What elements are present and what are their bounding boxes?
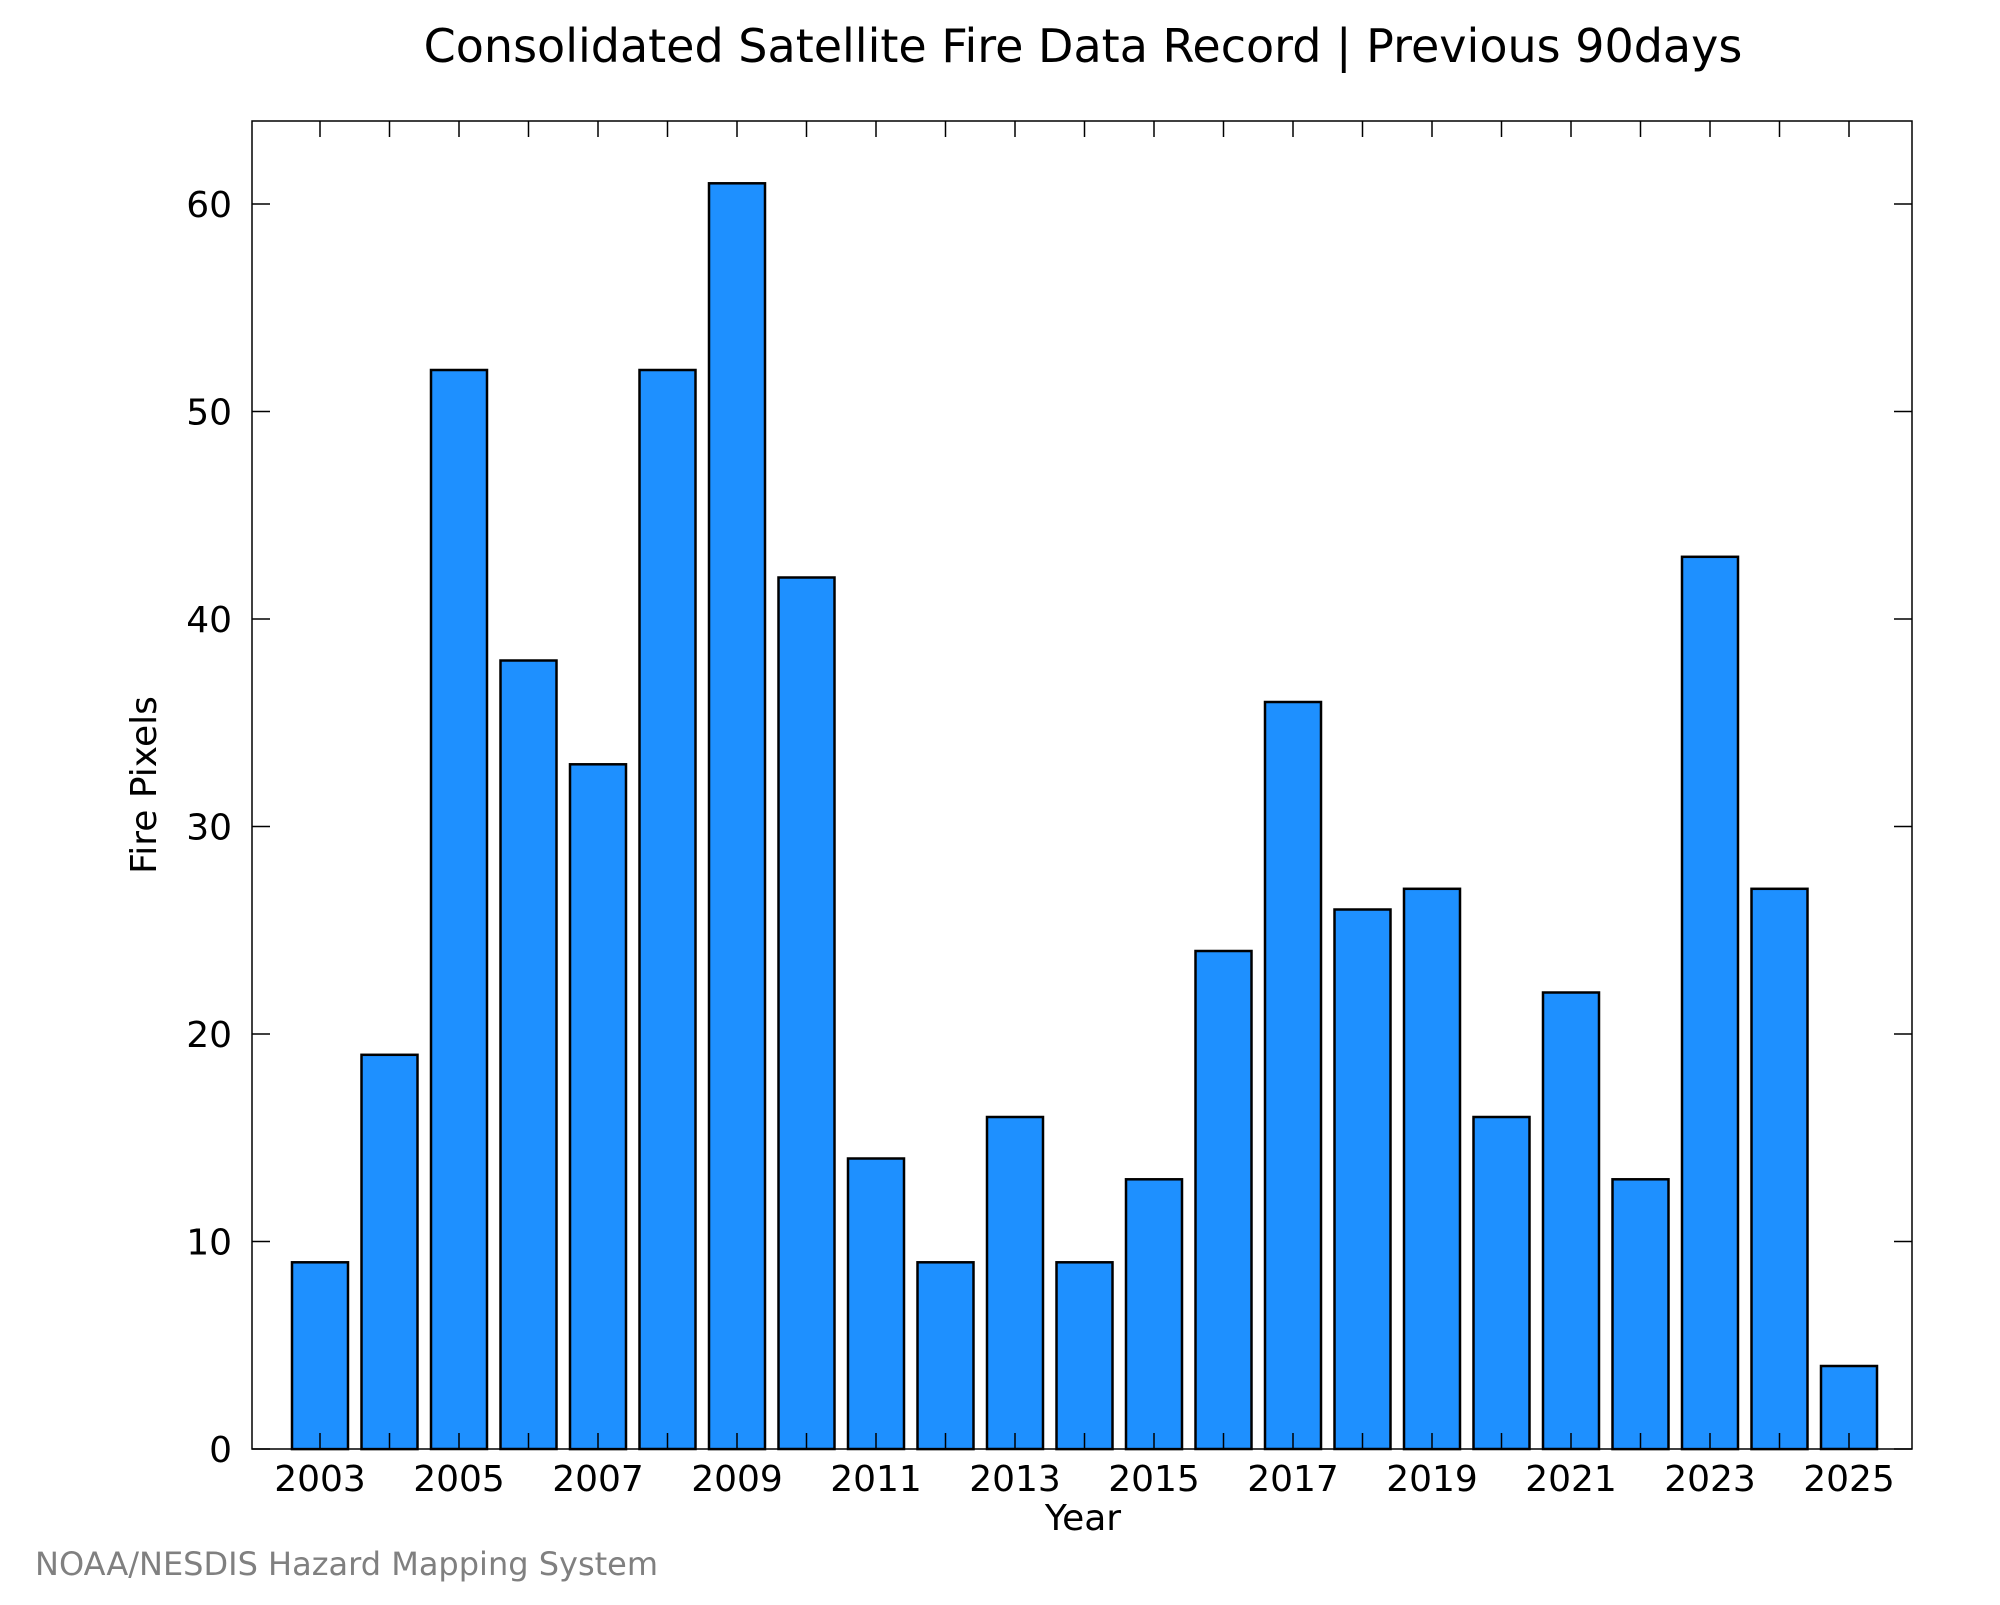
y-tick-label: 10 [186, 1223, 232, 1264]
bar-2014 [1055, 1261, 1114, 1451]
bar-2018 [1333, 908, 1392, 1451]
bars-layer [290, 182, 1879, 1451]
chart-title: Consolidated Satellite Fire Data Record … [424, 19, 1743, 74]
x-tick-label: 2011 [830, 1459, 922, 1500]
x-axis-label: Year [1044, 1498, 1121, 1539]
bar-2024 [1750, 887, 1809, 1451]
x-tick-label: 2013 [969, 1459, 1061, 1500]
y-tick-label: 50 [186, 393, 232, 434]
x-tick-label: 2023 [1664, 1459, 1756, 1500]
bar-2013 [985, 1115, 1045, 1451]
bar-2020 [1472, 1115, 1531, 1451]
x-tick-label: 2009 [691, 1459, 783, 1500]
bar-2017 [1263, 700, 1323, 1451]
credit-text: NOAA/NESDIS Hazard Mapping System [35, 1545, 658, 1583]
tick-labels-layer: 2003 2005 2007 2009 2011 2013 2015 2017 2019 2021… [186, 185, 1895, 1500]
y-tick-label: 0 [209, 1430, 232, 1471]
bar-2012 [916, 1261, 975, 1451]
x-tick-label: 2007 [552, 1459, 644, 1500]
x-tick-label: 2017 [1247, 1459, 1339, 1500]
bar-2005 [429, 368, 489, 1451]
bar-2023 [1680, 555, 1740, 1451]
x-tick-label: 2019 [1386, 1459, 1478, 1500]
bar-2011 [846, 1157, 906, 1451]
bar-2003 [290, 1261, 350, 1451]
x-tick-label: 2015 [1108, 1459, 1200, 1500]
y-tick-label: 30 [186, 808, 232, 849]
bar-2021 [1541, 991, 1601, 1451]
bar-2016 [1194, 949, 1253, 1451]
plot-frame [251, 120, 1913, 1450]
bar-2008 [638, 368, 697, 1451]
bar-2006 [499, 659, 558, 1451]
y-tick-label: 20 [186, 1015, 232, 1056]
bar-2004 [360, 1053, 419, 1451]
bar-2009 [707, 182, 767, 1451]
x-tick-label: 2025 [1803, 1459, 1895, 1500]
bar-2007 [568, 763, 628, 1451]
y-tick-label: 60 [186, 185, 232, 226]
y-tick-label: 40 [186, 600, 232, 641]
x-tick-label: 2003 [274, 1459, 366, 1500]
bar-2010 [777, 576, 836, 1451]
bar-2022 [1611, 1178, 1670, 1451]
bar-2019 [1402, 887, 1462, 1451]
y-axis-label: Fire Pixels [124, 696, 165, 874]
x-tick-label: 2005 [413, 1459, 505, 1500]
bar-2015 [1124, 1178, 1184, 1451]
ticks-layer [252, 121, 1912, 1450]
x-tick-label: 2021 [1525, 1459, 1617, 1500]
